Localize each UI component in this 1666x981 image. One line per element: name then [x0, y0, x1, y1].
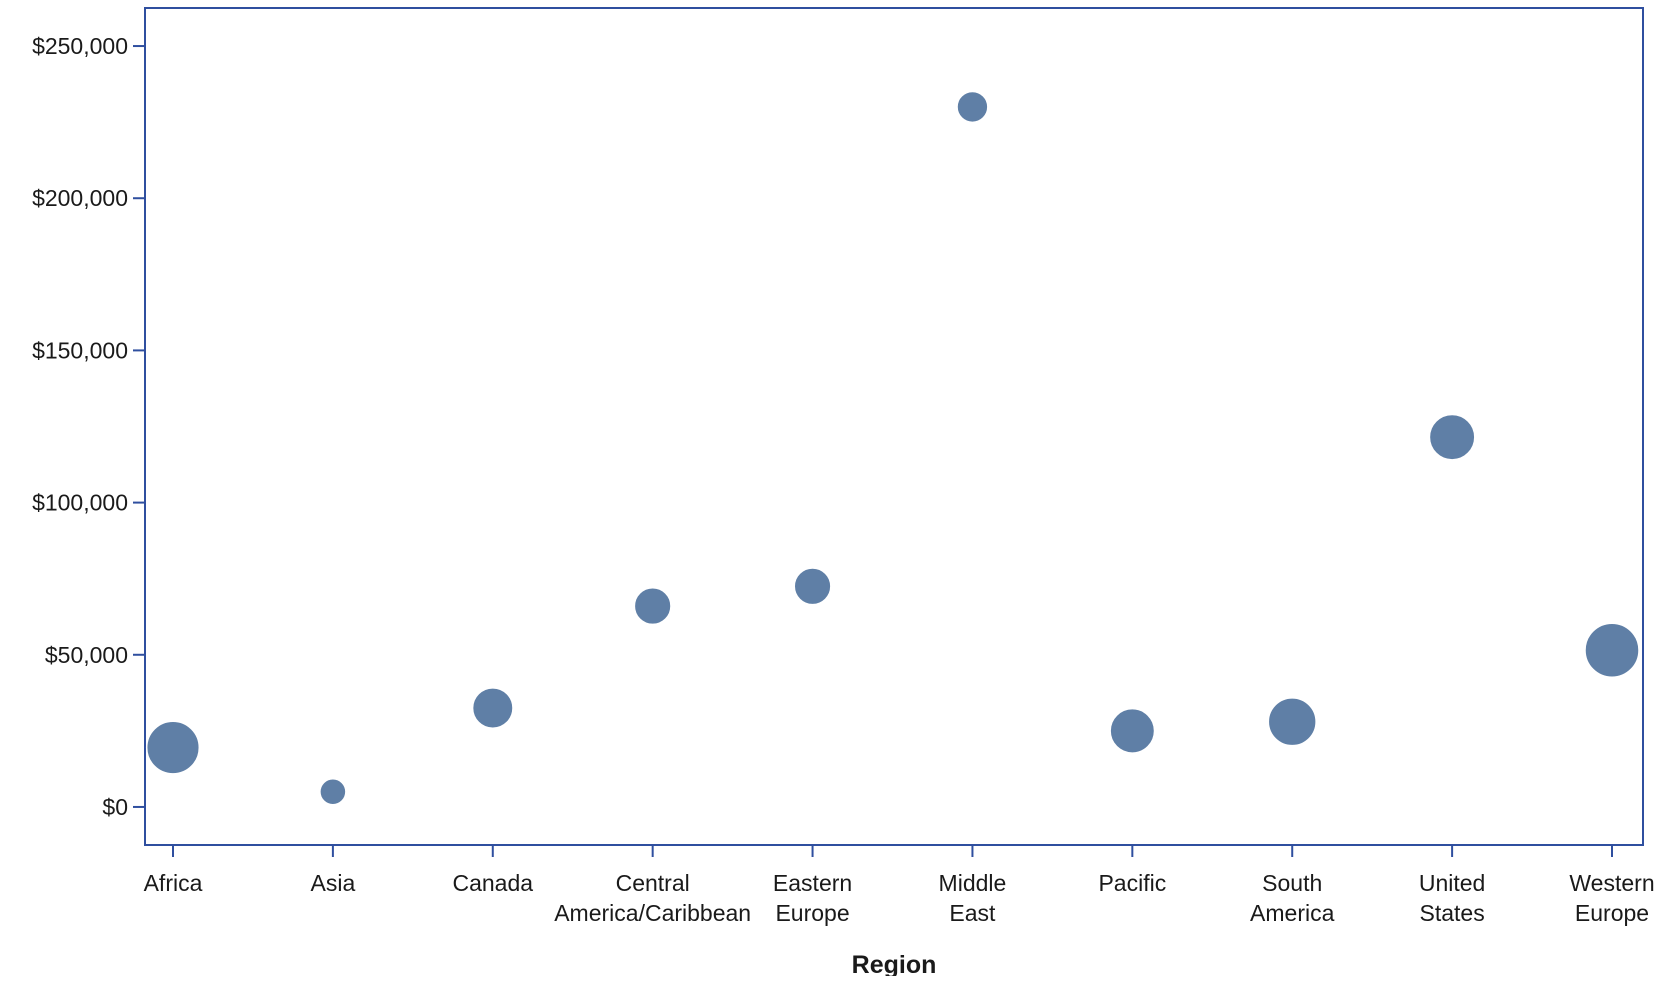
x-tick-label: Africa — [144, 870, 203, 896]
x-tick-label: Western — [1569, 870, 1654, 896]
bubble-point — [793, 567, 832, 606]
x-tick-label: Asia — [311, 870, 356, 896]
bubble-point — [1584, 622, 1640, 678]
axes-layer — [133, 7, 1644, 857]
bubble-point — [145, 720, 201, 775]
labels-layer: $0 $50,000 $100,000 $150,000 $200,000 $250,00… — [32, 33, 1655, 979]
x-tick-label: States — [1420, 900, 1485, 926]
x-tick-label: America — [1250, 900, 1335, 926]
x-tick-label: America/Caribbean — [554, 900, 751, 926]
bubble-point — [956, 90, 989, 124]
y-tick-label: $0 — [102, 794, 128, 820]
x-tick-label: South — [1262, 870, 1322, 896]
plot-frame — [144, 7, 1644, 846]
bubble-point — [1267, 697, 1317, 747]
x-tick-label: East — [949, 900, 996, 926]
bubble-point — [471, 687, 514, 729]
y-tick-label: $100,000 — [32, 490, 128, 516]
x-tick-label: Europe — [775, 900, 849, 926]
y-tick-label: $50,000 — [45, 642, 128, 668]
x-tick-label: Central — [616, 870, 690, 896]
x-tick-label: Canada — [452, 870, 533, 896]
y-tick-label: $150,000 — [32, 337, 128, 363]
bubble-point — [1428, 413, 1476, 461]
bubble-point — [1109, 707, 1156, 754]
y-tick-label: $200,000 — [32, 185, 128, 211]
x-tick-label: Europe — [1575, 900, 1649, 926]
x-tick-label: Pacific — [1098, 870, 1166, 896]
x-tick-label: United — [1419, 870, 1485, 896]
marks-layer — [145, 90, 1640, 806]
y-tick-label: $250,000 — [32, 33, 128, 59]
x-tick-label: Middle — [939, 870, 1007, 896]
bubble-point — [319, 777, 347, 806]
x-axis-title: Region — [852, 951, 937, 976]
x-tick-label: Eastern — [773, 870, 852, 896]
bubble-point — [633, 587, 672, 626]
